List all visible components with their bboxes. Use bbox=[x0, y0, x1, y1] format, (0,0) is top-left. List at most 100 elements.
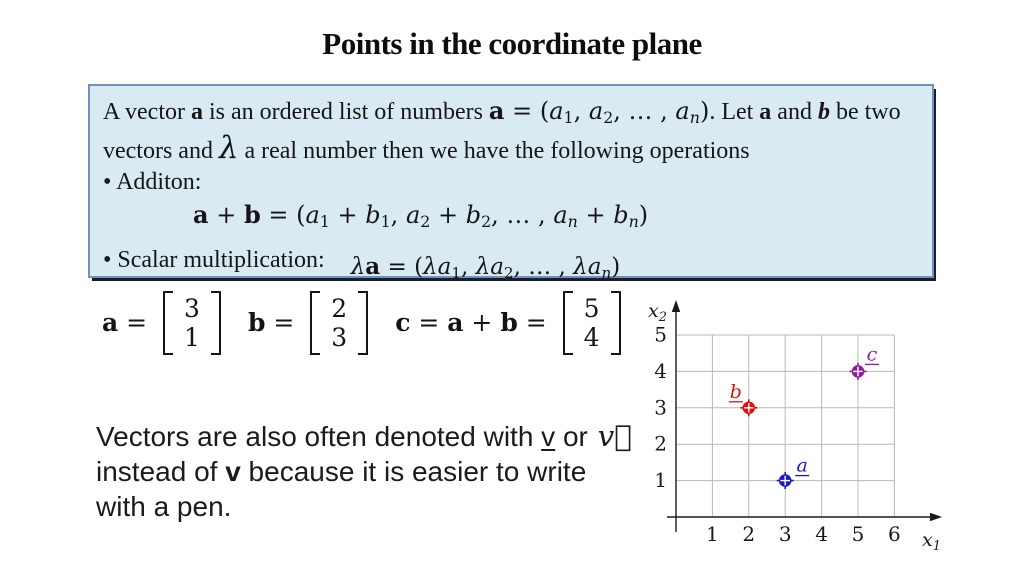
text-segment: ) bbox=[611, 254, 621, 281]
text-segment: , bbox=[573, 97, 589, 125]
x-tick-label: 6 bbox=[888, 522, 901, 546]
text-segment: 2 bbox=[420, 212, 431, 232]
text-segment: or bbox=[555, 421, 596, 452]
x-axis-label: x1 bbox=[922, 529, 941, 554]
text-segment: with a pen. bbox=[96, 491, 232, 522]
text-segment: ) bbox=[699, 97, 710, 125]
text-segment: a bbox=[447, 308, 464, 337]
text-segment: 1 bbox=[451, 264, 461, 283]
text-segment: 1 bbox=[563, 108, 574, 128]
text-segment: because it is easier to write bbox=[240, 456, 587, 487]
point-a: a bbox=[776, 455, 810, 490]
x-tick-label: 3 bbox=[779, 522, 792, 546]
text-segment: , bbox=[461, 254, 476, 281]
text-segment: a bbox=[675, 97, 690, 125]
note-line-1: Vectors are also often denoted with v or… bbox=[96, 419, 632, 455]
y-tick-label: 5 bbox=[654, 323, 667, 347]
text-segment: = bbox=[118, 308, 156, 337]
text-segment: = bbox=[410, 308, 448, 337]
text-segment: b bbox=[500, 308, 518, 337]
text-segment: a bbox=[759, 99, 772, 125]
note-text: Vectors are also often denoted with v or… bbox=[96, 419, 632, 525]
text-segment: + bbox=[463, 308, 501, 337]
text-segment: = bbox=[265, 308, 303, 337]
matrix-label: b = bbox=[248, 308, 302, 338]
matrix-cell: 3 bbox=[184, 294, 200, 323]
text-segment: a bbox=[193, 200, 209, 230]
text-segment: n bbox=[689, 108, 700, 128]
text-segment: λ bbox=[218, 130, 239, 167]
text-segment: n bbox=[628, 212, 639, 232]
text-segment: b bbox=[613, 201, 629, 230]
text-segment: vectors and bbox=[103, 138, 219, 165]
text-segment: 2 bbox=[481, 212, 492, 232]
x-tick-label: 4 bbox=[815, 522, 828, 546]
text-segment: 2 bbox=[503, 264, 514, 283]
right-bracket bbox=[210, 291, 221, 355]
text-segment: v bbox=[225, 456, 241, 487]
y-axis-label: x2 bbox=[648, 300, 667, 325]
text-segment: a real number then we have the following… bbox=[238, 138, 750, 165]
text-segment: a bbox=[549, 97, 564, 125]
text-segment: • Scalar multiplication: bbox=[103, 247, 325, 274]
text-segment: , … , bbox=[491, 201, 554, 230]
matrix-label: a = bbox=[102, 308, 155, 338]
scalar-formula: λa = (λa1, λa2, … , λan) bbox=[351, 251, 621, 289]
text-segment: 1 bbox=[380, 212, 391, 232]
grid-lines bbox=[676, 334, 895, 517]
text-segment: . Let bbox=[709, 99, 760, 125]
y-tick-label: 2 bbox=[654, 432, 667, 456]
text-segment: a bbox=[102, 308, 119, 337]
page-title: Points in the coordinate plane bbox=[322, 26, 702, 61]
y-tick-label: 4 bbox=[654, 359, 667, 383]
left-bracket bbox=[562, 291, 573, 355]
definition-box: A vector a is an ordered list of numbers… bbox=[88, 84, 934, 282]
note-line-2: instead of v because it is easier to wri… bbox=[96, 455, 632, 490]
text-segment: a bbox=[365, 253, 381, 281]
right-bracket bbox=[358, 291, 369, 355]
text-segment: v bbox=[541, 421, 556, 452]
point-label-b: b bbox=[730, 381, 742, 403]
text-segment: v⃗ bbox=[597, 419, 632, 453]
text-segment: Vectors are also often denoted with bbox=[96, 421, 542, 452]
text-segment: c bbox=[395, 308, 411, 337]
note-line-3: with a pen. bbox=[96, 490, 632, 525]
text-segment: = ( bbox=[260, 201, 306, 230]
text-segment: + bbox=[430, 201, 466, 230]
left-bracket bbox=[310, 291, 321, 355]
text-segment: + bbox=[208, 201, 244, 230]
x-tick-label: 1 bbox=[706, 522, 719, 546]
text-segment: λa bbox=[475, 254, 504, 281]
point-c: c bbox=[849, 343, 879, 380]
scalar-bullet: • Scalar multiplication: bbox=[103, 247, 325, 273]
x-tick-label: 2 bbox=[742, 522, 755, 546]
text-segment: instead of bbox=[96, 456, 226, 487]
text-segment: = ( bbox=[380, 254, 424, 281]
matrix-cell: 1 bbox=[184, 323, 200, 352]
text-segment: b bbox=[247, 308, 266, 337]
text-segment: = bbox=[517, 308, 555, 337]
scalar-multiplication-line: • Scalar multiplication: λa = (λa1, λa2, … bbox=[103, 244, 919, 282]
text-segment: , bbox=[390, 201, 406, 230]
left-bracket bbox=[163, 291, 174, 355]
text-segment: a bbox=[405, 201, 421, 230]
matrix-cell: 5 bbox=[583, 294, 600, 323]
text-segment: + bbox=[329, 201, 366, 230]
addition-bullet: • Additon: bbox=[103, 167, 919, 198]
text-segment: a bbox=[190, 99, 203, 125]
text-segment: + bbox=[577, 201, 614, 230]
text-segment: a bbox=[488, 96, 505, 125]
text-segment: λ bbox=[350, 254, 366, 281]
matrix-cell: 3 bbox=[331, 323, 348, 352]
text-segment: A vector bbox=[103, 99, 191, 125]
text-segment: n bbox=[601, 264, 612, 283]
text-segment: a bbox=[588, 97, 604, 125]
matrix-cell: 4 bbox=[583, 323, 600, 352]
